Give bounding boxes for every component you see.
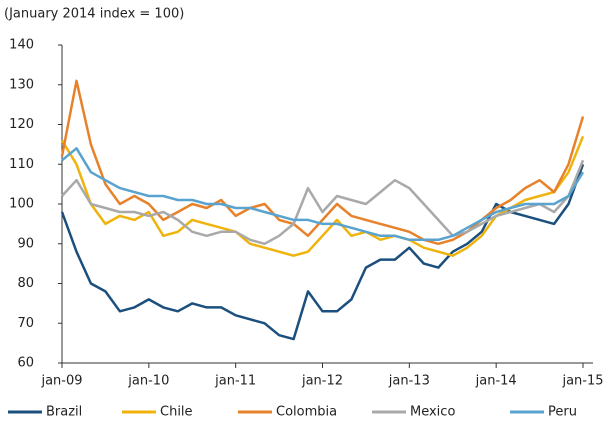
y-tick-label: 130 bbox=[9, 77, 34, 92]
y-tick-label: 120 bbox=[9, 117, 34, 132]
x-tick-label: jan-10 bbox=[127, 374, 169, 389]
y-tick-label: 80 bbox=[17, 276, 34, 291]
legend-label: Peru bbox=[548, 405, 577, 420]
x-tick-label: jan-14 bbox=[475, 374, 517, 389]
series-line bbox=[60, 135, 585, 257]
y-tick-label: 90 bbox=[17, 236, 34, 251]
series-line bbox=[60, 163, 585, 341]
chart-subtitle: (January 2014 index = 100) bbox=[4, 7, 184, 22]
x-tick-label: jan-15 bbox=[561, 374, 603, 389]
x-tick-label: jan-09 bbox=[40, 374, 82, 389]
y-tick-label: 100 bbox=[9, 197, 34, 212]
y-tick-label: 60 bbox=[17, 356, 34, 371]
series-line bbox=[60, 79, 585, 246]
series-line bbox=[61, 147, 585, 242]
y-tick-label: 110 bbox=[9, 157, 34, 172]
legend-label: Mexico bbox=[410, 405, 455, 420]
y-tick-label: 140 bbox=[9, 38, 34, 53]
legend-label: Chile bbox=[160, 405, 193, 420]
x-tick-label: jan-12 bbox=[301, 374, 343, 389]
x-tick-label: jan-11 bbox=[214, 374, 256, 389]
y-tick-label: 70 bbox=[17, 316, 34, 331]
series-line bbox=[61, 159, 585, 246]
x-tick-label: jan-13 bbox=[388, 374, 430, 389]
legend-label: Colombia bbox=[276, 405, 337, 420]
legend-label: Brazil bbox=[46, 405, 82, 420]
